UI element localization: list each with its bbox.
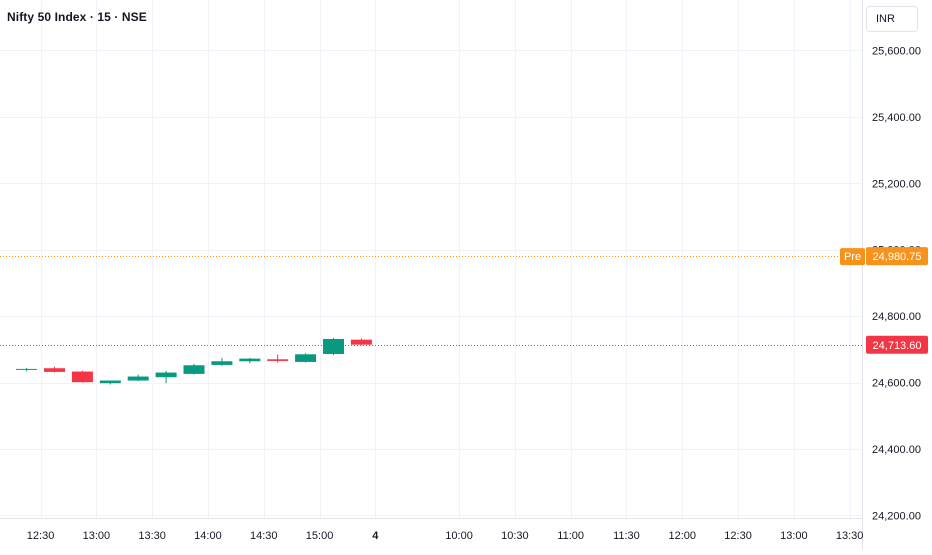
price-tick-label: 24,200.00	[872, 510, 921, 522]
candle	[16, 367, 38, 372]
candle-body	[155, 372, 177, 378]
time-tick-label: 10:00	[445, 530, 473, 542]
time-tick-label: 12:30	[27, 530, 55, 542]
price-tick-label: 24,800.00	[872, 311, 921, 323]
candle	[239, 357, 261, 364]
candle-body	[267, 359, 289, 361]
price-tick-label: 24,400.00	[872, 444, 921, 456]
candle	[211, 357, 233, 366]
price-lines	[0, 256, 862, 346]
price-tick-label: 24,600.00	[872, 378, 921, 390]
candle-body	[99, 380, 121, 384]
candle-body	[16, 368, 38, 370]
candle-body	[211, 361, 233, 365]
candles	[16, 338, 372, 385]
candle-body	[127, 376, 149, 381]
time-tick-label: 10:30	[501, 530, 529, 542]
price-badge-label: 24,980.75	[873, 251, 922, 263]
pre-market-tag-label: Pre	[844, 251, 861, 263]
candle	[44, 366, 65, 373]
time-tick-label: 13:00	[83, 530, 111, 542]
candle-body	[71, 371, 93, 383]
candle	[71, 370, 93, 383]
candle	[155, 370, 177, 384]
time-tick-label: 13:00	[780, 530, 808, 542]
price-badge-label: 24,713.60	[873, 340, 922, 352]
candle	[127, 374, 149, 382]
candle	[350, 338, 372, 346]
time-tick-label: 13:30	[138, 530, 166, 542]
symbol-title[interactable]: Nifty 50 Index · 15 · NSE	[7, 10, 147, 24]
candle-body	[350, 339, 372, 345]
candle-body	[44, 368, 65, 372]
price-axis-panel[interactable]	[862, 0, 932, 550]
currency-button[interactable]: INR	[866, 6, 918, 32]
price-badge-Pre	[866, 247, 928, 266]
candle-body	[295, 354, 317, 362]
candle	[323, 338, 344, 355]
candle-body	[323, 339, 344, 354]
candle-body	[183, 365, 205, 374]
candle-body	[239, 358, 261, 362]
time-tick-label: 12:00	[668, 530, 696, 542]
time-tick-label: 14:30	[250, 530, 278, 542]
price-tick-label: 25,400.00	[872, 112, 921, 124]
price-badge-last	[866, 335, 928, 354]
time-tick-label: 12:30	[724, 530, 752, 542]
candle	[295, 353, 317, 363]
time-tick-label: 15:00	[306, 530, 334, 542]
candle	[183, 363, 205, 375]
grid	[0, 0, 862, 518]
candle	[267, 354, 289, 363]
time-tick-label: 4	[372, 530, 379, 542]
price-tick-label: 25,600.00	[872, 45, 921, 57]
time-tick-label: 13:30	[836, 530, 864, 542]
candle	[99, 380, 121, 385]
time-tick-label: 14:00	[194, 530, 222, 542]
time-tick-label: 11:30	[613, 530, 640, 542]
pre-market-tag	[840, 248, 865, 266]
price-tick-label: 25,200.00	[872, 178, 921, 190]
time-tick-label: 11:00	[557, 530, 584, 542]
